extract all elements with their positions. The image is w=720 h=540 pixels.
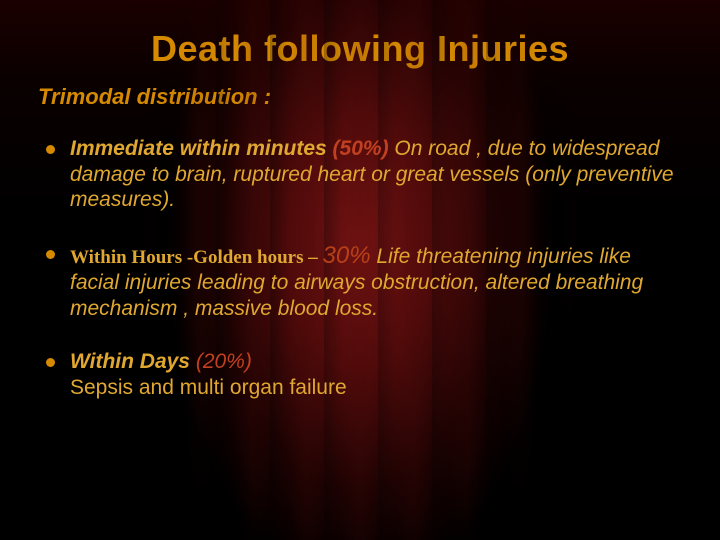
- bullet-item: Immediate within minutes (50%) On road ,…: [40, 136, 680, 213]
- bullet-percent: (50%): [333, 137, 389, 160]
- bullet-percent: (20%): [196, 350, 252, 373]
- bullet-lead: Immediate within minutes: [70, 137, 333, 160]
- bullet-item: Within Days (20%)Sepsis and multi organ …: [40, 349, 680, 400]
- slide: Death following Injuries Trimodal distri…: [0, 0, 720, 540]
- bullet-list: Immediate within minutes (50%) On road ,…: [36, 136, 684, 401]
- slide-subtitle: Trimodal distribution :: [38, 84, 684, 110]
- bullet-percent: 30%: [323, 242, 371, 269]
- bullet-rest: Sepsis and multi organ failure: [70, 375, 680, 401]
- bullet-item: Within Hours -Golden hours – 30% Life th…: [40, 241, 680, 321]
- bullet-lead: Within Days: [70, 350, 196, 373]
- bullet-lead: Within Hours -Golden hours –: [70, 247, 323, 268]
- slide-title: Death following Injuries: [36, 28, 684, 70]
